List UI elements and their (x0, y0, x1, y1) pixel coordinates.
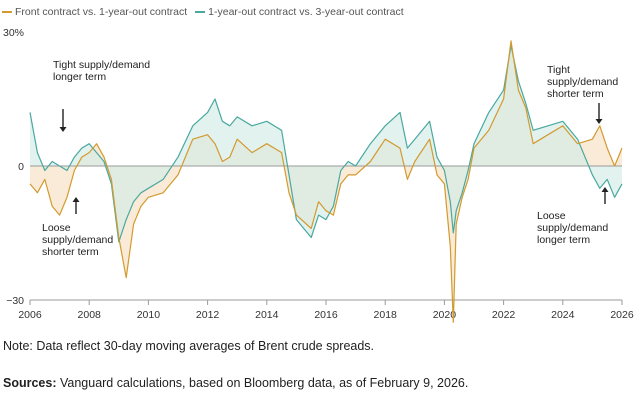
legend-label-1y-vs-3y: 1-year-out contract vs. 3-year-out contr… (208, 6, 404, 18)
x-tick-label: 2018 (374, 309, 398, 321)
annotation-text: supply/demand (547, 76, 618, 88)
x-tick-label: 2020 (433, 309, 457, 321)
y-tick-label: 0 (18, 161, 24, 173)
annotation-arrow-head (601, 187, 609, 192)
annotation-text: Loose (42, 222, 71, 234)
x-tick-label: 2024 (551, 309, 575, 321)
chart-axes: 30% 0 −30 2006 2008 2010 2012 2014 2016 2018 2020 2… (3, 27, 634, 321)
x-tick-label: 2026 (610, 309, 634, 321)
annotation-text: Tight (547, 64, 570, 76)
x-tick-label: 2010 (137, 309, 161, 321)
x-tick-label: 2014 (255, 309, 279, 321)
annotation-text: longer term (537, 234, 590, 246)
sources-text: Vanguard calculations, based on Bloomber… (56, 376, 469, 390)
annotation-text: Loose (537, 210, 566, 222)
annotation-text: supply/demand (42, 234, 113, 246)
legend-item-1y-vs-3y: 1-year-out contract vs. 3-year-out contr… (195, 6, 404, 18)
annotation-arrow-head (72, 197, 80, 202)
legend-swatch-front-vs-1y (2, 11, 12, 13)
x-tick-label: 2022 (492, 309, 516, 321)
legend-label-front-vs-1y: Front contract vs. 1-year-out contract (15, 6, 188, 18)
x-tick-label: 2016 (314, 309, 338, 321)
annotation-arrow-head (595, 119, 603, 124)
x-tick-label: 2008 (78, 309, 102, 321)
front-vs-1y-line (29, 40, 623, 323)
chart-note: Note: Data reflect 30-day moving average… (3, 339, 375, 353)
x-tick-label: 2006 (18, 309, 42, 321)
legend-item-front-vs-1y: Front contract vs. 1-year-out contract (2, 6, 187, 18)
one-vs-3y-area (30, 45, 622, 242)
annotation-text: Tight supply/demand (53, 59, 150, 71)
annotation-text: longer term (53, 71, 106, 83)
chart-legend: Front contract vs. 1-year-out contract 1… (2, 4, 412, 20)
spread-line-chart: 30% 0 −30 2006 2008 2010 2012 2014 2016 2018 2020 2… (3, 27, 634, 323)
annotation-text: supply/demand (537, 222, 608, 234)
sources-label: Sources: (3, 376, 57, 390)
x-tick-label: 2012 (196, 309, 220, 321)
y-tick-label: −30 (6, 295, 24, 307)
annotation-text: shorter term (42, 246, 99, 258)
spread-fill-areas (30, 40, 622, 323)
annotation-text: shorter term (547, 88, 604, 100)
legend-swatch-1y-vs-3y (195, 11, 206, 13)
annotation-arrow-head (59, 127, 67, 132)
series-lines (29, 40, 623, 323)
y-tick-label: 30% (3, 27, 24, 39)
chart-sources: Sources: Vanguard calculations, based on… (3, 376, 468, 390)
